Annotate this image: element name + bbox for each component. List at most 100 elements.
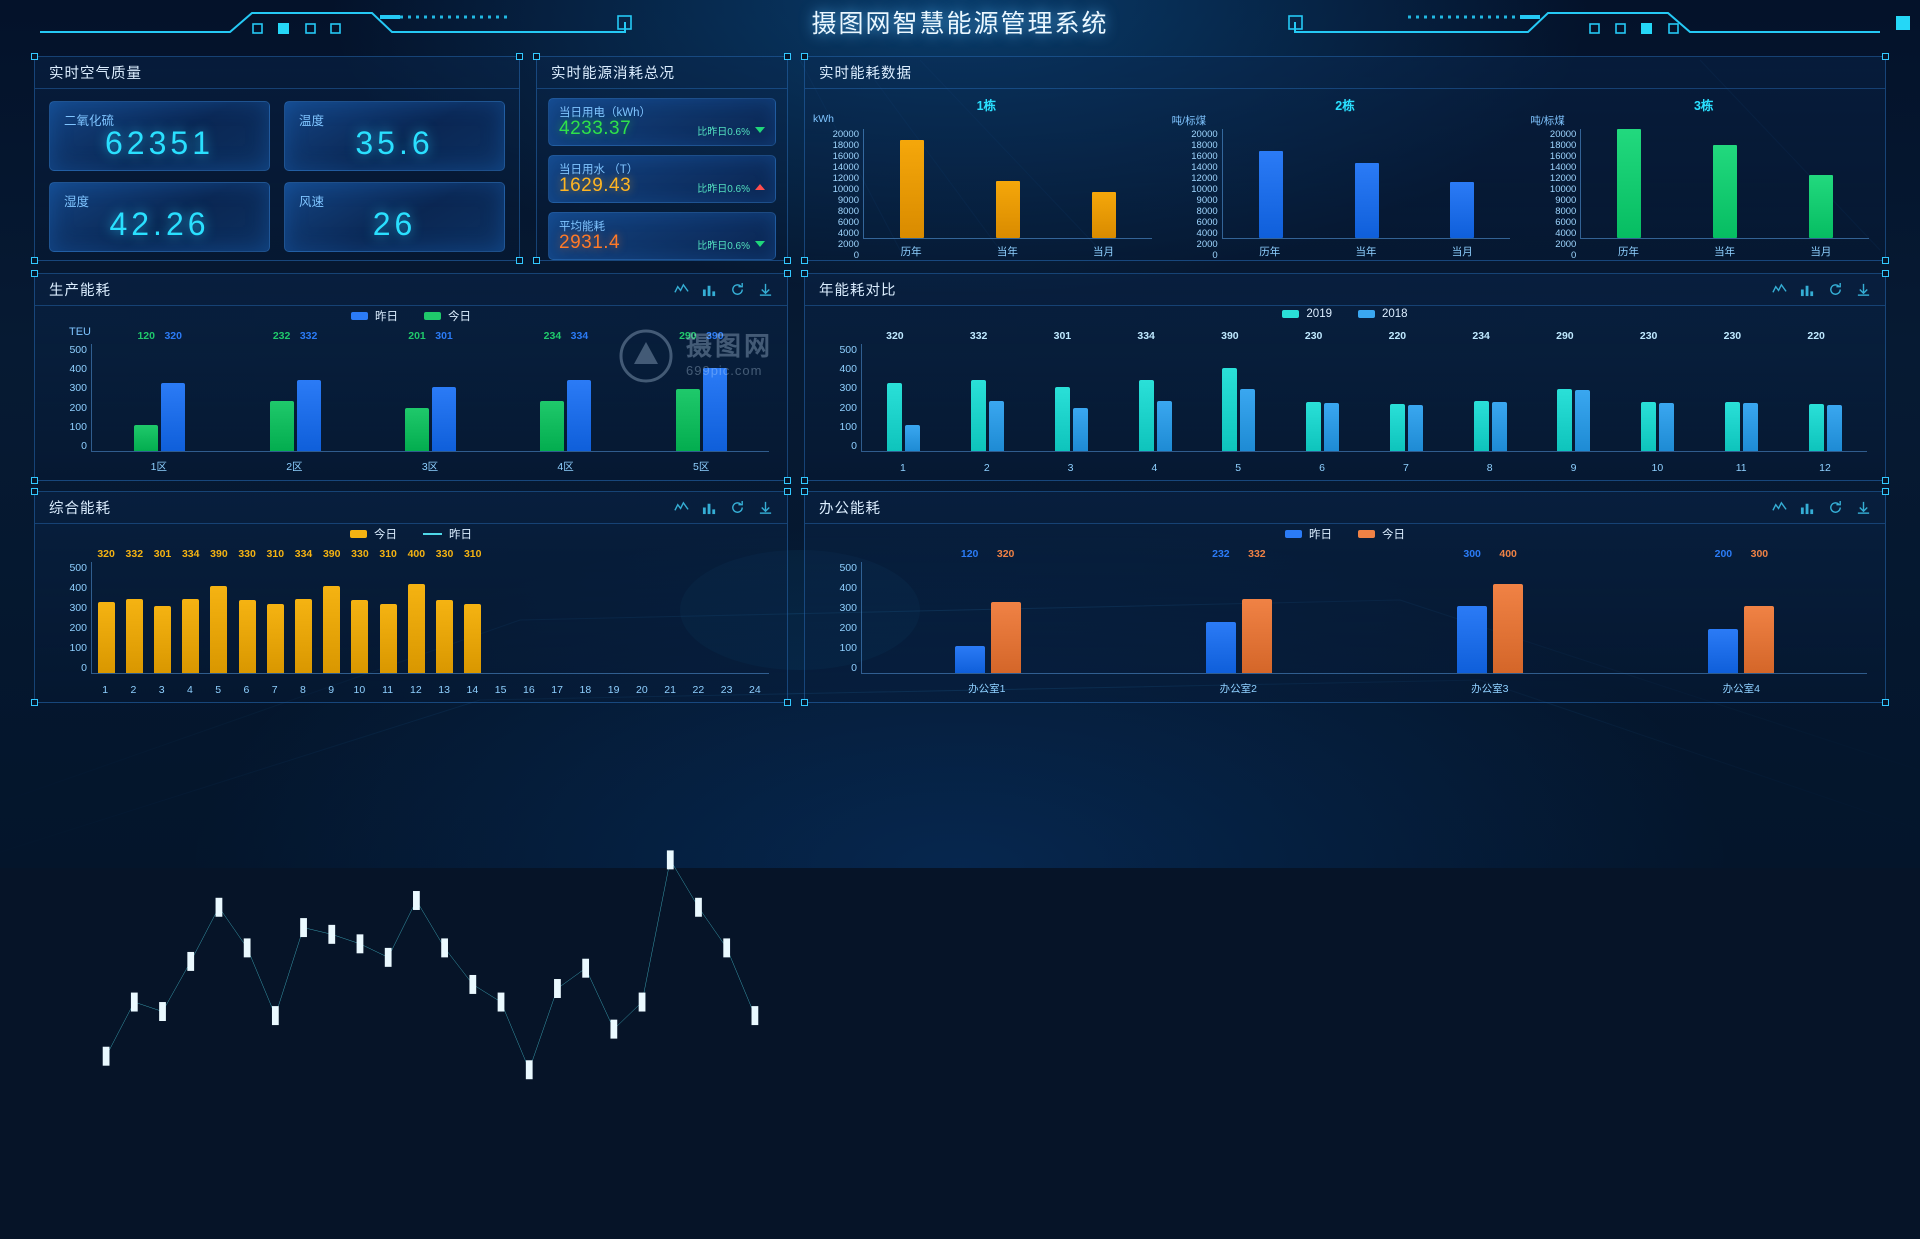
bar-wrapper[interactable]: 310 <box>464 548 482 673</box>
bar-icon[interactable] <box>1800 282 1815 297</box>
bar[interactable]: 334 <box>1137 330 1155 451</box>
bar[interactable]: 400 <box>1493 548 1524 673</box>
bar[interactable] <box>1826 405 1842 451</box>
bar-wrapper[interactable]: 300 <box>1744 548 1775 673</box>
bar-wrapper[interactable]: 334 <box>295 548 312 673</box>
bar-wrapper[interactable]: 301 <box>154 548 171 673</box>
refresh-icon[interactable] <box>730 500 745 515</box>
bar[interactable]: 320 <box>990 548 1021 673</box>
wave-icon[interactable] <box>674 500 689 515</box>
refresh-icon[interactable] <box>1828 282 1843 297</box>
metric-card-temperature[interactable]: 温度 35.6 <box>284 101 505 171</box>
bar-wrapper[interactable] <box>1491 344 1507 451</box>
bar-wrapper[interactable]: 334 <box>182 548 199 673</box>
bar-wrapper[interactable]: 390 <box>702 330 727 451</box>
refresh-icon[interactable] <box>730 282 745 297</box>
bar-wrapper[interactable] <box>1072 344 1088 451</box>
bar[interactable]: 390 <box>210 548 228 673</box>
bar[interactable]: 334 <box>567 330 592 451</box>
bar[interactable] <box>1072 408 1088 451</box>
bar[interactable] <box>1809 175 1834 238</box>
bar[interactable]: 230 <box>1305 330 1322 451</box>
bar[interactable]: 232 <box>1205 548 1236 673</box>
bar-wrapper[interactable]: 234 <box>1472 330 1490 451</box>
bar-wrapper[interactable]: 230 <box>1640 330 1657 451</box>
download-icon[interactable] <box>1856 282 1871 297</box>
bar[interactable] <box>1091 192 1116 238</box>
bar[interactable]: 230 <box>1724 330 1741 451</box>
bar[interactable] <box>1575 390 1591 451</box>
bar-icon[interactable] <box>1800 500 1815 515</box>
bar-wrapper[interactable]: 310 <box>267 548 284 673</box>
bar[interactable]: 310 <box>267 548 284 673</box>
metric-card-humidity[interactable]: 湿度 42.26 <box>49 182 270 252</box>
bar[interactable] <box>899 139 924 238</box>
bar-wrapper[interactable]: 220 <box>1807 330 1825 451</box>
bar-wrapper[interactable]: 301 <box>1054 330 1071 451</box>
bar[interactable] <box>905 425 921 451</box>
bar-wrapper[interactable] <box>1575 344 1591 451</box>
bar-wrapper[interactable]: 332 <box>126 548 143 673</box>
bar-wrapper[interactable]: 232 <box>269 330 294 451</box>
bar-wrapper[interactable]: 230 <box>1305 330 1322 451</box>
bar[interactable]: 310 <box>379 548 397 673</box>
bar-wrapper[interactable]: 320 <box>886 330 904 451</box>
bar[interactable] <box>1324 402 1340 451</box>
bar[interactable] <box>1450 182 1475 238</box>
wave-icon[interactable] <box>674 282 689 297</box>
bar[interactable]: 301 <box>432 330 457 451</box>
wave-icon[interactable] <box>1772 282 1787 297</box>
download-icon[interactable] <box>1856 500 1871 515</box>
bar[interactable]: 234 <box>1472 330 1490 451</box>
bar-wrapper[interactable] <box>1826 344 1842 451</box>
bar-wrapper[interactable] <box>1407 344 1423 451</box>
bar-wrapper[interactable]: 201 <box>405 330 430 451</box>
bar[interactable]: 220 <box>1807 330 1825 451</box>
bar[interactable]: 120 <box>954 548 985 673</box>
bar[interactable] <box>1354 163 1379 238</box>
bar-wrapper[interactable]: 320 <box>161 330 186 451</box>
metric-card-wind-speed[interactable]: 风速 26 <box>284 182 505 252</box>
bar[interactable]: 330 <box>351 548 369 673</box>
bar-wrapper[interactable]: 301 <box>432 330 457 451</box>
bar[interactable] <box>1491 402 1507 451</box>
bar[interactable]: 220 <box>1389 330 1406 451</box>
summary-card-water[interactable]: 当日用水 （T） 1629.43 比昨日0.6% <box>548 155 776 203</box>
bar-wrapper[interactable]: 234 <box>540 330 565 451</box>
bar[interactable]: 301 <box>1054 330 1071 451</box>
bar[interactable] <box>1659 402 1675 451</box>
bar-wrapper[interactable]: 220 <box>1389 330 1406 451</box>
bar-wrapper[interactable] <box>1659 344 1675 451</box>
bar-wrapper[interactable]: 400 <box>408 548 425 673</box>
bar-wrapper[interactable]: 330 <box>351 548 369 673</box>
bar-wrapper[interactable]: 390 <box>1221 330 1239 451</box>
bar[interactable]: 334 <box>295 548 312 673</box>
bar[interactable] <box>1258 150 1283 238</box>
download-icon[interactable] <box>758 500 773 515</box>
bar-wrapper[interactable]: 334 <box>567 330 592 451</box>
wave-icon[interactable] <box>1772 500 1787 515</box>
bar[interactable] <box>989 401 1005 451</box>
bar[interactable] <box>1240 388 1256 451</box>
bar-wrapper[interactable]: 390 <box>210 548 228 673</box>
bar-wrapper[interactable]: 334 <box>1137 330 1155 451</box>
bar[interactable]: 301 <box>154 548 171 673</box>
bar[interactable]: 290 <box>1556 330 1574 451</box>
summary-card-electricity[interactable]: 当日用电（kWh） 4233.37 比昨日0.6% <box>548 98 776 146</box>
bar-wrapper[interactable]: 290 <box>1556 330 1574 451</box>
bar[interactable]: 320 <box>886 330 904 451</box>
bar[interactable]: 332 <box>296 330 321 451</box>
bar-wrapper[interactable] <box>989 344 1005 451</box>
bar[interactable] <box>1713 145 1738 238</box>
bar-wrapper[interactable]: 320 <box>990 548 1021 673</box>
bar-wrapper[interactable]: 200 <box>1708 548 1739 673</box>
bar[interactable]: 390 <box>702 330 727 451</box>
bar[interactable]: 201 <box>405 330 430 451</box>
bar[interactable]: 332 <box>970 330 987 451</box>
bar-wrapper[interactable]: 232 <box>1205 548 1236 673</box>
bar-wrapper[interactable]: 120 <box>134 330 159 451</box>
bar-wrapper[interactable]: 310 <box>379 548 397 673</box>
bar-wrapper[interactable]: 320 <box>97 548 115 673</box>
bar[interactable]: 310 <box>464 548 482 673</box>
bar-wrapper[interactable]: 120 <box>954 548 985 673</box>
